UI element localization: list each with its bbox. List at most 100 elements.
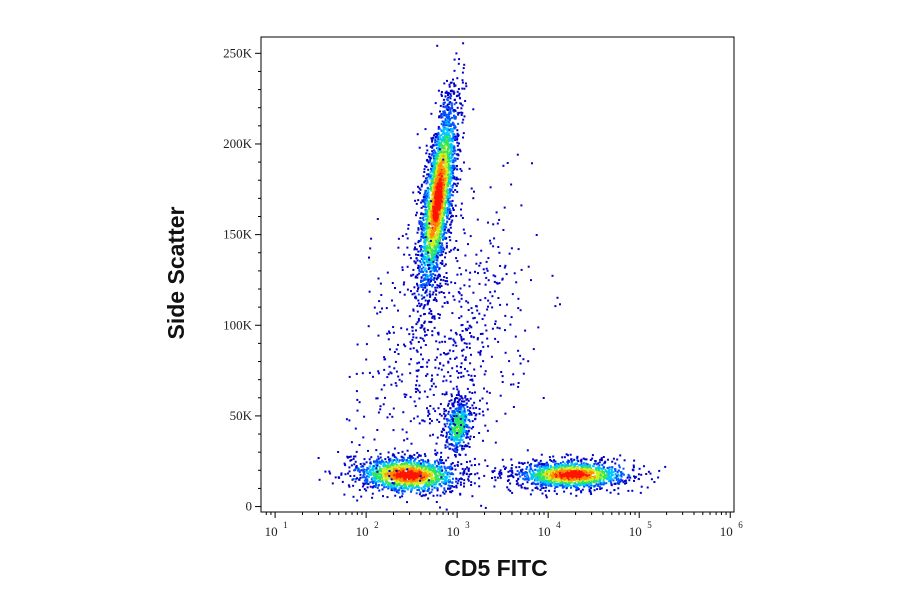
event-point bbox=[442, 136, 445, 139]
event-point bbox=[418, 454, 421, 457]
event-point bbox=[409, 460, 412, 463]
event-point bbox=[393, 454, 396, 457]
event-point bbox=[432, 480, 435, 483]
event-point bbox=[438, 152, 440, 155]
event-point bbox=[428, 236, 431, 239]
event-point bbox=[453, 182, 456, 185]
event-point bbox=[457, 424, 460, 427]
event-point bbox=[447, 153, 450, 156]
event-point bbox=[442, 481, 445, 484]
event-point bbox=[444, 188, 447, 191]
event-point bbox=[427, 472, 429, 475]
event-point bbox=[368, 473, 371, 476]
event-point bbox=[441, 113, 444, 116]
event-point bbox=[399, 478, 402, 481]
event-point bbox=[443, 207, 446, 210]
event-point bbox=[468, 446, 471, 448]
event-point bbox=[461, 420, 464, 423]
event-point bbox=[435, 190, 438, 193]
event-point bbox=[456, 90, 459, 93]
event-point bbox=[416, 475, 419, 478]
event-point bbox=[456, 77, 459, 80]
event-point bbox=[426, 219, 429, 222]
event-point bbox=[400, 481, 403, 484]
event-point bbox=[445, 164, 448, 167]
event-point bbox=[410, 462, 413, 465]
event-point bbox=[417, 240, 420, 243]
event-point bbox=[418, 245, 421, 248]
event-point bbox=[409, 340, 412, 343]
event-point bbox=[598, 464, 601, 467]
event-point bbox=[437, 174, 440, 176]
event-point bbox=[473, 401, 476, 404]
event-point bbox=[461, 410, 463, 413]
event-point bbox=[437, 181, 440, 184]
event-point bbox=[444, 133, 447, 136]
event-point bbox=[439, 134, 442, 137]
event-point bbox=[450, 176, 453, 179]
event-point bbox=[462, 473, 465, 476]
event-point bbox=[401, 464, 404, 467]
event-point bbox=[436, 167, 439, 170]
event-point bbox=[443, 417, 446, 420]
event-point bbox=[458, 426, 461, 429]
event-point bbox=[460, 407, 463, 410]
event-point bbox=[433, 149, 435, 152]
event-point bbox=[441, 244, 444, 247]
event-point bbox=[403, 472, 406, 475]
event-point bbox=[369, 468, 372, 471]
event-point bbox=[425, 209, 428, 212]
event-point bbox=[389, 459, 392, 462]
event-point bbox=[389, 457, 392, 460]
event-point bbox=[434, 265, 437, 268]
event-point bbox=[520, 486, 523, 489]
event-point bbox=[526, 471, 529, 474]
event-point bbox=[430, 464, 433, 467]
event-point bbox=[429, 233, 432, 235]
event-point bbox=[446, 109, 449, 111]
event-point bbox=[430, 112, 433, 115]
event-point bbox=[440, 185, 443, 188]
event-point bbox=[425, 218, 428, 221]
event-point bbox=[465, 398, 468, 401]
event-point bbox=[436, 489, 439, 492]
event-point bbox=[380, 484, 383, 487]
event-point bbox=[378, 489, 381, 492]
event-point bbox=[453, 418, 456, 420]
event-point bbox=[447, 196, 450, 198]
event-point bbox=[391, 484, 394, 487]
event-point bbox=[587, 483, 590, 486]
event-point bbox=[410, 488, 413, 491]
event-point bbox=[417, 250, 420, 253]
event-point bbox=[401, 492, 404, 495]
event-point bbox=[434, 219, 437, 222]
event-point bbox=[438, 228, 441, 231]
event-point bbox=[397, 309, 399, 312]
event-point bbox=[450, 152, 452, 155]
event-point bbox=[448, 475, 451, 478]
event-point bbox=[426, 187, 429, 190]
event-point bbox=[437, 138, 440, 141]
event-point bbox=[462, 404, 465, 407]
event-point bbox=[363, 458, 366, 461]
event-point bbox=[439, 138, 442, 141]
event-point bbox=[424, 263, 427, 266]
event-point bbox=[444, 425, 447, 428]
event-point bbox=[416, 282, 418, 285]
event-point bbox=[381, 459, 383, 462]
event-point bbox=[457, 62, 460, 65]
event-point bbox=[451, 416, 454, 419]
event-point bbox=[434, 138, 437, 141]
event-point bbox=[447, 140, 450, 143]
event-point bbox=[418, 460, 421, 462]
event-point bbox=[369, 462, 372, 465]
event-point bbox=[434, 213, 437, 216]
event-point bbox=[468, 426, 471, 429]
event-point bbox=[470, 484, 473, 486]
event-point bbox=[608, 466, 611, 469]
event-point bbox=[453, 438, 456, 441]
event-point bbox=[384, 464, 387, 467]
event-point bbox=[430, 476, 433, 479]
event-point bbox=[451, 438, 454, 441]
event-point bbox=[455, 101, 458, 104]
